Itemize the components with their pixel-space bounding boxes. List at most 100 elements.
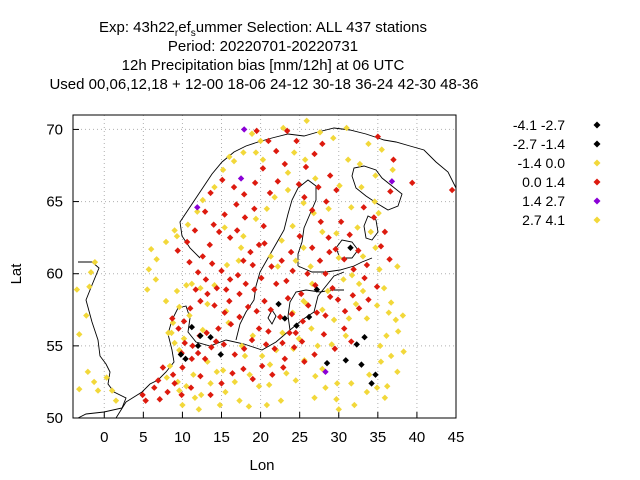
data-point [326,248,333,256]
data-point [300,297,307,305]
data-point [103,374,110,381]
x-tick-label: 20 [252,429,269,446]
data-point [204,300,211,308]
data-point [266,189,274,197]
data-point [301,156,309,163]
data-points [73,117,456,413]
data-point [197,284,204,292]
data-point [164,388,171,396]
data-point [223,261,231,269]
data-point [305,302,312,309]
data-point [194,342,202,350]
y-tick-label: 50 [46,410,63,427]
data-point [381,394,389,401]
data-point [389,166,396,174]
data-point [203,329,210,337]
data-point [227,321,235,328]
data-point [314,342,321,350]
data-point [261,240,268,247]
data-point [234,271,242,279]
legend-label: 0.0 1.4 [522,174,565,190]
data-point [273,147,280,155]
data-point [322,368,329,376]
data-point [255,383,263,390]
data-point [183,282,190,289]
data-point [311,394,318,401]
data-point [315,183,322,191]
data-point [213,284,221,292]
data-point [319,228,326,236]
data-point [274,263,281,270]
data-point [151,384,158,391]
data-point [237,175,245,182]
data-point [335,406,342,413]
y-tick-label: 55 [46,338,63,355]
data-point [289,222,296,230]
data-point [322,312,329,319]
data-point [218,380,225,387]
data-point [73,286,81,293]
plot-frame [72,114,457,419]
data-point [248,336,256,344]
data-point [156,396,163,403]
data-point [390,156,397,163]
data-point [340,276,347,283]
data-point [251,205,258,212]
data-point [171,339,178,347]
data-point [201,208,209,215]
legend-marker [593,178,601,186]
data-point [249,261,256,269]
legend-label: -1.4 0.0 [518,155,566,171]
data-point [336,182,343,189]
data-point [194,349,202,357]
data-point [215,325,222,332]
data-point [240,126,248,133]
data-point [316,129,324,136]
data-point [76,385,83,393]
data-point [154,377,162,384]
data-point [212,338,220,345]
data-point [341,325,348,332]
data-point [226,276,234,283]
legend-label: -4.1 -2.7 [513,117,565,133]
data-point [348,338,355,345]
data-point [392,316,400,324]
chart-title: Exp: 43h22refsummer Selection: ALL 437 s… [49,19,478,93]
data-point [184,221,192,228]
data-point [197,391,205,399]
data-point [400,348,407,355]
data-point [199,253,206,260]
y-tick-labels: 50 55 60 65 70 [46,121,63,427]
data-point [192,286,199,293]
data-point [372,244,379,251]
data-point [268,263,275,270]
data-point [448,186,456,194]
data-point [276,313,284,321]
data-point [252,215,260,223]
y-tick-label: 60 [46,266,63,283]
data-point [169,371,177,378]
data-point [251,286,258,293]
data-point [219,166,227,174]
data-point [278,257,285,264]
data-point [365,296,372,303]
data-point [231,378,238,386]
data-point [267,253,274,260]
data-point [226,234,234,241]
data-point [86,283,93,290]
data-point [284,295,292,302]
data-point [350,266,357,273]
data-point [293,137,300,145]
data-point [311,150,318,158]
data-point [384,383,391,390]
data-point [162,297,170,305]
data-point [226,153,233,161]
legend-label: -2.7 -1.4 [513,136,565,152]
data-point [240,191,248,198]
data-point [316,257,324,264]
data-point [240,365,247,373]
data-point [359,253,367,260]
data-point [300,199,307,207]
data-point [330,134,337,142]
data-point [371,198,378,205]
